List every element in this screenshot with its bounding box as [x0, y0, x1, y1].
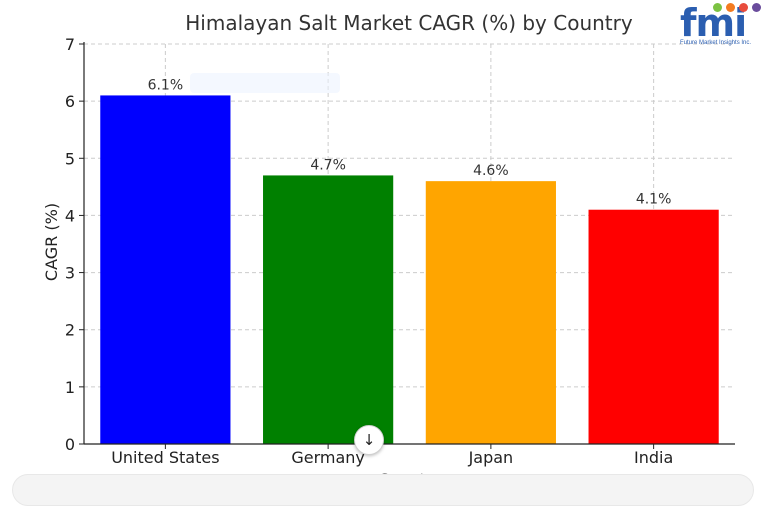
- logo-dot-2: [726, 3, 735, 12]
- x-tick-label: Germany: [291, 448, 365, 467]
- scroll-down-button[interactable]: ↓: [354, 425, 384, 455]
- data-label: 6.1%: [148, 77, 184, 93]
- y-tick-label: 1: [65, 378, 75, 397]
- tooltip-ghost: [190, 73, 340, 93]
- data-label: 4.7%: [310, 157, 346, 173]
- x-tick-label: India: [634, 448, 673, 467]
- y-tick-label: 7: [65, 35, 75, 54]
- data-label: 4.6%: [473, 163, 509, 179]
- bar: [100, 95, 231, 444]
- labels: 0 1 2 3 4 5 6 7 6.1% United States 4.7% Germany 4.6%…: [65, 35, 673, 467]
- logo-dot-1: [713, 3, 722, 12]
- y-tick-label: 2: [65, 321, 75, 340]
- arrow-down-icon: ↓: [362, 431, 376, 449]
- y-axis-label: CAGR (%): [42, 203, 61, 281]
- bottom-input-panel[interactable]: [12, 474, 754, 506]
- bar: [588, 209, 719, 444]
- chart: Himalayan Salt Market CAGR (%) by Countr…: [42, 11, 735, 489]
- logo-dot-4: [752, 3, 761, 12]
- logo-dot-3: [739, 3, 748, 12]
- chart-title: Himalayan Salt Market CAGR (%) by Countr…: [185, 11, 633, 35]
- axes: [79, 42, 735, 449]
- bar: [263, 175, 394, 444]
- y-tick-label: 5: [65, 149, 75, 168]
- x-tick-label: Japan: [468, 448, 514, 467]
- y-tick-label: 6: [65, 92, 75, 111]
- data-label: 4.1%: [636, 192, 672, 208]
- y-tick-label: 4: [65, 206, 75, 225]
- logo-tagline: Future Market Insights Inc.: [680, 40, 752, 46]
- x-tick-label: United States: [111, 448, 219, 467]
- y-tick-label: 3: [65, 264, 75, 283]
- bars: [100, 95, 719, 444]
- y-tick-label: 0: [65, 435, 75, 454]
- fmi-logo: fmi Future Market Insights Inc.: [676, 2, 770, 50]
- bar: [425, 181, 556, 444]
